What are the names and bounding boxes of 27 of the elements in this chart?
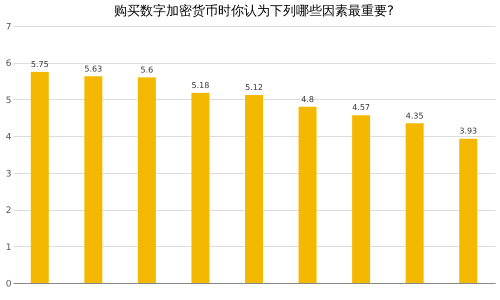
bar <box>406 123 424 283</box>
data-label: 5.12 <box>245 83 263 92</box>
y-tick-label: 2 <box>6 206 12 216</box>
y-tick-label: 4 <box>6 132 12 143</box>
y-tick-label: 0 <box>6 280 12 290</box>
data-label: 5.6 <box>140 65 154 74</box>
y-tick-label: 1 <box>6 242 12 253</box>
data-label: 4.8 <box>301 94 314 104</box>
data-label: 3.93 <box>459 126 478 136</box>
chart-title: 购买数字加密货币时你认为下列哪些因素最重要? <box>114 3 394 19</box>
bar <box>30 72 49 283</box>
bar <box>352 115 370 283</box>
bar <box>459 138 478 283</box>
bar <box>245 95 263 283</box>
data-label: 4.35 <box>406 111 424 120</box>
bar <box>191 92 210 283</box>
y-tick-label: 5 <box>6 96 12 106</box>
data-label: 5.63 <box>84 64 102 74</box>
bar <box>84 76 102 283</box>
bar <box>138 77 156 283</box>
bar <box>298 106 317 283</box>
data-label: 5.18 <box>192 80 210 90</box>
data-label: 4.57 <box>352 103 370 112</box>
y-tick-label: 3 <box>6 169 12 180</box>
y-tick-label: 6 <box>6 59 12 70</box>
data-label: 5.75 <box>30 60 49 69</box>
y-tick-label: 7 <box>6 22 12 32</box>
